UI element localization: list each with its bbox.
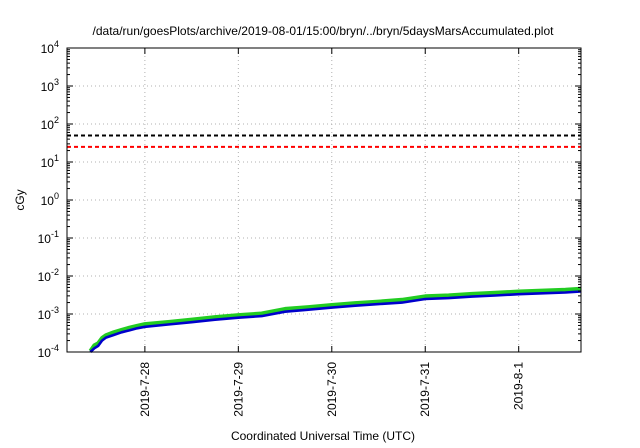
x-tick-label: 2019-8-1 [512, 362, 526, 410]
y-tick-label: 10-2 [38, 267, 59, 284]
series-line [88, 286, 582, 353]
grid [67, 48, 581, 352]
y-axis-ticks: 10-4 10-3 10-2 10-1 100 101 102 103 104 [38, 39, 581, 360]
y-tick-label: 103 [41, 77, 59, 94]
x-axis-ticks: 2019-7-28 2019-7-29 2019-7-30 2019-7-31 2019… [138, 48, 526, 417]
y-tick-label: 10-1 [38, 229, 59, 246]
reference-lines [67, 134, 581, 148]
y-tick-label: 104 [41, 39, 59, 56]
series-line [89, 290, 582, 353]
x-axis-label: Coordinated Universal Time (UTC) [231, 429, 415, 443]
x-tick-label: 2019-7-30 [325, 362, 339, 417]
series-group [88, 286, 582, 353]
y-tick-label: 101 [41, 153, 59, 170]
y-tick-label: 102 [41, 115, 59, 132]
y-tick-label: 100 [41, 191, 59, 208]
y-axis-label: cGy [13, 189, 27, 210]
x-tick-label: 2019-7-31 [418, 362, 432, 417]
y-tick-label: 10-4 [38, 343, 59, 360]
x-tick-label: 2019-7-28 [138, 362, 152, 417]
chart-title: /data/run/goesPlots/archive/2019-08-01/1… [93, 24, 555, 38]
x-tick-label: 2019-7-29 [231, 362, 245, 417]
y-tick-label: 10-3 [38, 305, 59, 322]
